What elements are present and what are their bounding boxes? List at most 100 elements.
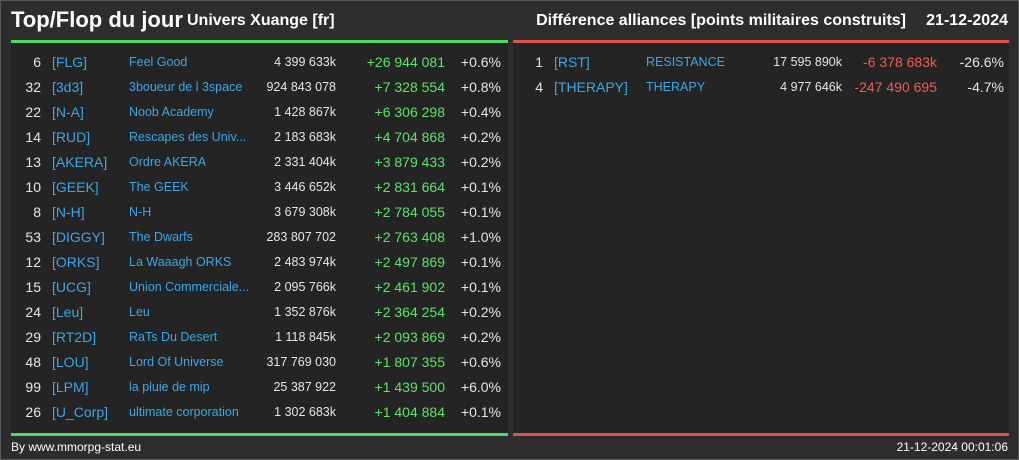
alliance-name-link[interactable]: N-H — [129, 205, 152, 219]
alliance-points: 2 095 766k — [274, 280, 336, 294]
alliance-rank: 14 — [25, 129, 41, 145]
top-row: 48 [LOU] Lord Of Universe 317 769 030 +1 807… — [11, 350, 508, 375]
top-row: 8 [N-H] N-H 3 679 308k +2 784 055 +0.1% — [11, 200, 508, 225]
percent-change: +0.1% — [460, 279, 501, 295]
alliance-tag-link[interactable]: [LPM] — [52, 379, 89, 395]
percent-change: +0.4% — [460, 104, 501, 120]
alliance-name-link[interactable]: Noob Academy — [129, 105, 214, 119]
alliance-tag-link[interactable]: [FLG] — [52, 54, 88, 70]
points-difference: +4 704 868 — [374, 129, 445, 145]
page-title: Top/Flop du jour — [11, 7, 183, 32]
alliance-name-link[interactable]: THERAPY — [646, 80, 706, 94]
points-difference: -6 378 683k — [863, 54, 937, 70]
alliance-name-link[interactable]: ultimate corporation — [129, 405, 239, 419]
alliance-tag-link[interactable]: [U_Corp] — [52, 404, 109, 420]
percent-change: +1.0% — [460, 229, 501, 245]
alliance-name-link[interactable]: Rescapes des Univ... — [129, 130, 247, 144]
alliance-name-link[interactable]: Feel Good — [129, 55, 188, 69]
alliance-name-link[interactable]: RESISTANCE — [646, 55, 725, 69]
percent-change: +0.2% — [460, 129, 501, 145]
alliance-tag-link[interactable]: [RUD] — [52, 129, 91, 145]
alliance-tag-link[interactable]: [3d3] — [52, 79, 84, 95]
alliance-name-link[interactable]: The GEEK — [129, 180, 189, 194]
alliance-rank: 1 — [535, 54, 543, 70]
points-difference: +26 944 081 — [366, 54, 445, 70]
top-row: 99 [LPM] la pluie de mip 25 387 922 +1 439 5… — [11, 375, 508, 400]
alliance-name-link[interactable]: RaTs Du Desert — [129, 330, 218, 344]
alliance-tag-link[interactable]: [UCG] — [52, 279, 91, 295]
top-row: 14 [RUD] Rescapes des Univ... 2 183 683k +4 … — [11, 125, 508, 150]
alliance-rank: 4 — [535, 79, 543, 95]
alliance-name-link[interactable]: 3boueur de l 3space — [129, 80, 243, 94]
points-difference: +2 497 869 — [374, 254, 445, 270]
alliance-tag-link[interactable]: [RST] — [554, 54, 590, 70]
percent-change: +0.8% — [460, 79, 501, 95]
alliance-tag-link[interactable]: [LOU] — [52, 354, 89, 370]
percent-change: +0.1% — [460, 404, 501, 420]
alliance-rank: 6 — [33, 54, 41, 70]
alliance-points: 17 595 890k — [773, 55, 842, 69]
alliance-points: 283 807 702 — [266, 230, 336, 244]
points-difference: +6 306 298 — [374, 104, 445, 120]
alliance-tag-link[interactable]: [THERAPY] — [554, 79, 628, 95]
top-row: 15 [UCG] Union Commerciale... 2 095 766k +2 … — [11, 275, 508, 300]
points-difference: +1 404 884 — [374, 404, 445, 420]
alliance-tag-link[interactable]: [Leu] — [52, 304, 84, 320]
universe-label: Univers Xuange [fr] — [187, 12, 335, 29]
points-difference: +2 461 902 — [374, 279, 445, 295]
alliance-tag-link[interactable]: [RT2D] — [52, 329, 97, 345]
alliance-name-link[interactable]: Union Commerciale... — [129, 280, 250, 294]
alliance-tag-link[interactable]: [N-H] — [52, 204, 85, 220]
top-row: 29 [RT2D] RaTs Du Desert 1 118 845k +2 093 8… — [11, 325, 508, 350]
alliance-tag-link[interactable]: [ORKS] — [52, 254, 100, 270]
percent-change: +0.1% — [460, 204, 501, 220]
points-difference: +2 763 408 — [374, 229, 445, 245]
alliance-name-link[interactable]: Leu — [129, 305, 150, 319]
percent-change: +0.1% — [460, 179, 501, 195]
alliance-points: 2 483 974k — [274, 255, 336, 269]
footer-timestamp: 21-12-2024 00:01:06 — [896, 440, 1008, 454]
percent-change: -4.7% — [967, 79, 1004, 95]
top-row: 10 [GEEK] The GEEK 3 446 652k +2 831 664 +0.1… — [11, 175, 508, 200]
top-row: 12 [ORKS] La Waaagh ORKS 2 483 974k +2 497 8… — [11, 250, 508, 275]
ranking-subtitle: Différence alliances [points militaires … — [536, 12, 906, 29]
alliance-points: 3 679 308k — [274, 205, 336, 219]
top-row: 26 [U_Corp] ultimate corporation 1 302 683k… — [11, 400, 508, 425]
percent-change: +0.2% — [460, 329, 501, 345]
alliance-name-link[interactable]: la pluie de mip — [129, 380, 210, 394]
top-row: 53 [DIGGY] The Dwarfs 283 807 702 +2 763 408… — [11, 225, 508, 250]
alliance-name-link[interactable]: The Dwarfs — [129, 230, 193, 244]
header: Top/Flop du jour Univers Xuange [fr] Dif… — [1, 1, 1018, 39]
alliance-name-link[interactable]: La Waaagh ORKS — [129, 255, 232, 269]
alliance-points: 1 352 876k — [274, 305, 336, 319]
alliance-name-link[interactable]: Lord Of Universe — [129, 355, 224, 369]
points-difference: -247 490 695 — [854, 79, 937, 95]
alliance-tag-link[interactable]: [N-A] — [52, 104, 84, 120]
percent-change: -26.6% — [959, 54, 1004, 70]
top-row: 24 [Leu] Leu 1 352 876k +2 364 254 +0.2% — [11, 300, 508, 325]
alliance-rank: 8 — [33, 204, 41, 220]
top-row: 6 [FLG] Feel Good 4 399 633k +26 944 081 +0.6… — [11, 50, 508, 75]
alliance-tag-link[interactable]: [AKERA] — [52, 154, 108, 170]
alliance-rank: 53 — [25, 229, 41, 245]
percent-change: +0.6% — [460, 54, 501, 70]
footer-source: By www.mmorpg-stat.eu — [11, 440, 142, 454]
points-difference: +2 784 055 — [374, 204, 445, 220]
alliance-tag-link[interactable]: [GEEK] — [52, 179, 99, 195]
alliance-rank: 10 — [25, 179, 41, 195]
flop-row: 4 [THERAPY] THERAPY 4 977 646k -247 490 695 -… — [513, 75, 1009, 100]
alliance-name-link[interactable]: Ordre AKERA — [129, 155, 207, 169]
alliance-points: 1 118 845k — [275, 330, 336, 344]
percent-change: +0.2% — [460, 154, 501, 170]
percent-change: +6.0% — [460, 379, 501, 395]
alliance-points: 1 302 683k — [274, 405, 336, 419]
alliance-rank: 24 — [25, 304, 41, 320]
top-row: 13 [AKERA] Ordre AKERA 2 331 404k +3 879 433… — [11, 150, 508, 175]
percent-change: +0.1% — [460, 254, 501, 270]
top-row: 32 [3d3] 3boueur de l 3space 924 843 078 +7 … — [11, 75, 508, 100]
alliance-tag-link[interactable]: [DIGGY] — [52, 229, 105, 245]
percent-change: +0.2% — [460, 304, 501, 320]
points-difference: +1 807 355 — [374, 354, 445, 370]
alliance-rank: 13 — [25, 154, 41, 170]
